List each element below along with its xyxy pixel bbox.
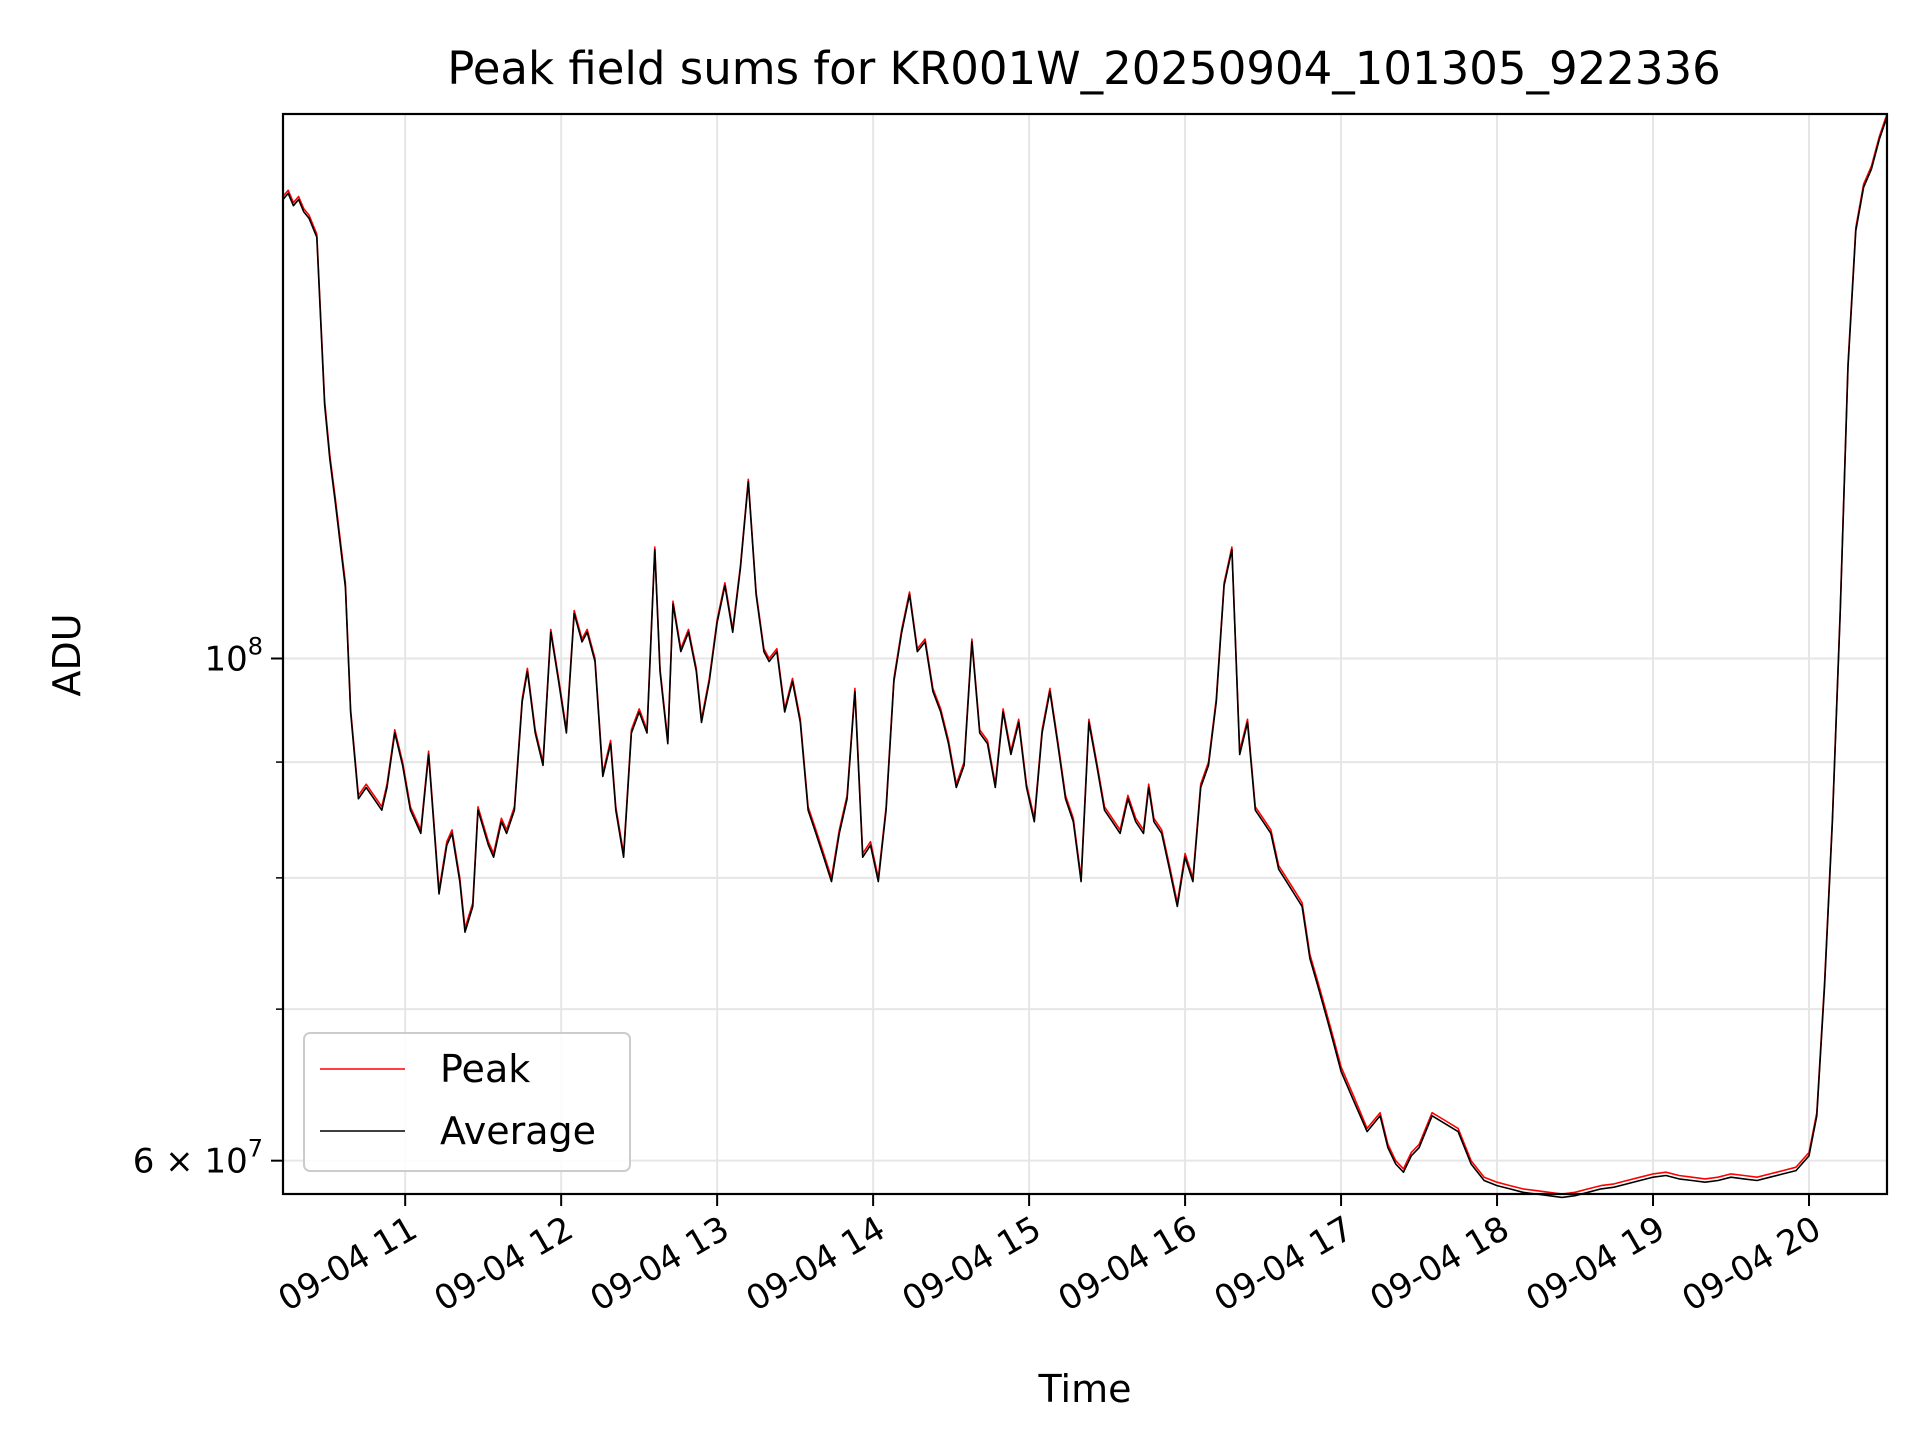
series-line-average [282, 116, 1888, 1199]
y-tick-label-exponent: 8 [248, 633, 263, 661]
legend-label-average: Average [440, 1109, 596, 1153]
legend: Peak Average [303, 1032, 631, 1172]
chart-title: Peak field sums for KR001W_20250904_1013… [447, 42, 1721, 95]
plot-frame [281, 112, 1889, 1196]
legend-label-peak: Peak [440, 1047, 530, 1091]
y-tick-label-exponent: 7 [248, 1135, 263, 1163]
grid [283, 114, 1887, 1194]
y-tick-label: 6 × 107 [133, 1135, 263, 1182]
y-axis-label: ADU [45, 613, 89, 696]
legend-box [303, 1032, 631, 1172]
x-axis-label: Time [1038, 1367, 1132, 1411]
series-layer [282, 113, 1888, 1199]
